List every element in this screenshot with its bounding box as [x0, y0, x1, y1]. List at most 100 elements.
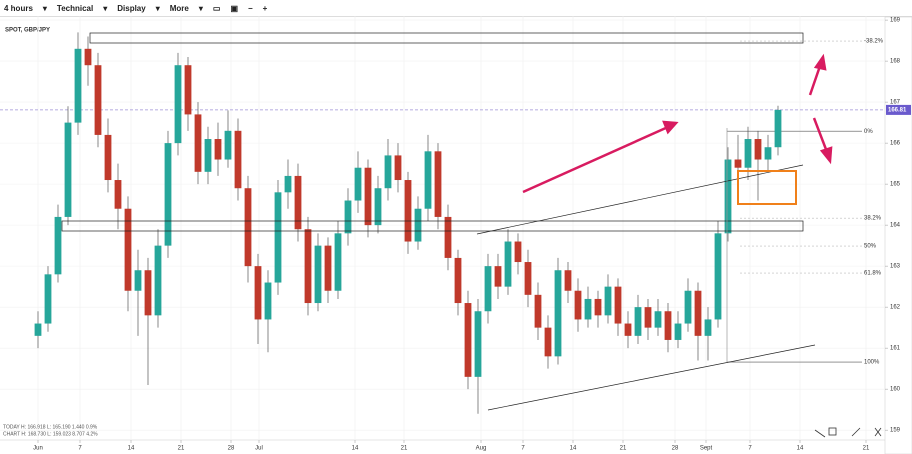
candle-body: [674, 323, 682, 340]
candle-body: [654, 311, 662, 328]
candle-body: [234, 130, 242, 189]
candle-body: [624, 323, 632, 336]
candle-body: [484, 266, 492, 312]
y-tick-label: 167: [890, 100, 901, 106]
x-tick-label: 14: [570, 446, 577, 452]
y-tick-label: 168: [890, 59, 901, 65]
highlight-box: [737, 170, 797, 205]
x-tick-label: Jun: [33, 446, 43, 452]
candle-body: [104, 134, 112, 181]
x-tick-label: 14: [797, 446, 804, 452]
display-menu[interactable]: Display: [117, 3, 146, 13]
candle-body: [494, 266, 502, 287]
candle-body: [204, 139, 212, 172]
candle-body: [144, 270, 152, 316]
fib-label: 38.2%: [864, 216, 882, 222]
open-icon[interactable]: ▭: [212, 3, 221, 13]
candle-body: [154, 245, 162, 316]
candle-body: [254, 266, 262, 320]
fib-label: 50%: [864, 244, 877, 250]
candle-body: [374, 188, 382, 226]
candle-body: [424, 151, 432, 209]
fib-label: -38.2%: [864, 39, 884, 45]
zoom-out[interactable]: −: [248, 3, 253, 13]
candle-body: [704, 319, 712, 336]
arrow: [808, 65, 822, 96]
candle-body: [114, 180, 122, 209]
y-tick-label: 160: [890, 387, 901, 393]
save-icon[interactable]: ▣: [230, 3, 238, 13]
candle-body: [464, 303, 472, 377]
candle-body: [64, 122, 72, 217]
candle-body: [214, 139, 222, 160]
candle-body: [554, 270, 562, 357]
y-tick-label: 169: [890, 18, 901, 24]
x-tick-label: 7: [78, 446, 82, 452]
y-tick-label: 164: [890, 223, 901, 229]
support-zone: [61, 220, 804, 232]
candle-body: [714, 233, 722, 320]
candle-body: [564, 270, 572, 291]
candle-body: [614, 286, 622, 324]
x-tick-label: 21: [863, 446, 870, 452]
zoom-in[interactable]: +: [262, 3, 268, 13]
candle-body: [124, 208, 132, 291]
tool-line[interactable]: [851, 427, 861, 437]
candle-body: [54, 216, 62, 275]
technical-menu[interactable]: Technical: [56, 3, 94, 13]
candle-body: [224, 130, 232, 160]
x-tick-label: Aug: [476, 446, 487, 452]
more-menu[interactable]: More: [169, 3, 189, 13]
candle-body: [524, 262, 532, 295]
arrow: [812, 117, 829, 153]
candle-body: [514, 241, 522, 263]
x-tick-label: 21: [178, 446, 185, 452]
toolbar: 4 hours ▾ Technical ▾ Display ▾ More ▾ ▭ ▣ −…: [0, 0, 912, 17]
candle-body: [694, 290, 702, 336]
candle-body: [394, 155, 402, 181]
x-tick-label: Sept: [700, 446, 713, 452]
candle-body: [74, 48, 82, 123]
candle-body: [604, 286, 612, 316]
candle-body: [94, 65, 102, 135]
drawings: [61, 32, 816, 411]
candle-body: [534, 294, 542, 328]
candle-body: [644, 307, 652, 328]
candle-body: [244, 188, 252, 267]
x-tick-label: 14: [128, 446, 135, 452]
candle-body: [634, 307, 642, 336]
candle-body: [504, 241, 512, 287]
candle-body: [284, 175, 292, 193]
tool-close[interactable]: [874, 427, 882, 437]
last-price-flag: [886, 104, 911, 115]
x-tick-label: 21: [620, 446, 627, 452]
resistance-zone: [89, 32, 804, 44]
candle-body: [294, 175, 302, 230]
candle-body: [84, 48, 92, 66]
chart-title: SPOT, GBP/JPY: [5, 28, 50, 34]
candle-body: [34, 323, 42, 336]
y-tick-label: 159: [890, 428, 901, 434]
candle-body: [724, 159, 732, 234]
x-tick-label: 7: [748, 446, 752, 452]
candle-body: [414, 208, 422, 242]
candle-body: [304, 229, 312, 304]
x-tick-label: 28: [672, 446, 679, 452]
candle-body: [574, 290, 582, 320]
y-tick-label: 166: [890, 141, 901, 147]
timeframe-menu[interactable]: 4 hours: [4, 3, 33, 13]
candle-body: [274, 192, 282, 283]
arrow-head: [662, 120, 679, 135]
tool-rect[interactable]: [828, 427, 837, 436]
y-tick-label: 165: [890, 182, 901, 188]
x-tick-label: Jul: [255, 446, 263, 452]
arrow: [522, 125, 669, 194]
candle-body: [764, 147, 772, 160]
candle-body: [774, 109, 782, 148]
tool-ray[interactable]: [814, 429, 826, 438]
candle-body: [314, 245, 322, 304]
candle-body: [754, 139, 762, 160]
candle-body: [444, 216, 452, 258]
